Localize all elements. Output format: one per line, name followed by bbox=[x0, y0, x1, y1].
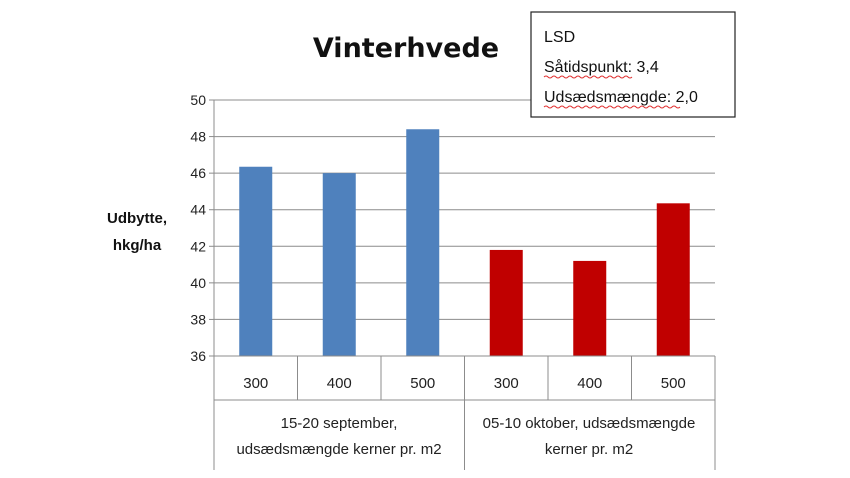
group-label-1-line1: 15-20 september, bbox=[281, 415, 398, 432]
y-tick-label: 50 bbox=[190, 92, 206, 108]
bar-5 bbox=[573, 260, 607, 356]
y-tick-label: 42 bbox=[190, 238, 206, 254]
bar-2 bbox=[322, 173, 356, 356]
category-labels: 300 400 500 300 400 500 bbox=[243, 375, 686, 392]
group-label-1-line2: udsædsmængde kerner pr. m2 bbox=[236, 441, 441, 458]
spellcheck-squiggle-1 bbox=[543, 75, 633, 79]
category-label: 400 bbox=[577, 375, 602, 392]
lsd-annotation: LSD Såtidspunkt: 3,4 Udsædsmængde: 2,0 bbox=[530, 11, 736, 118]
y-tick-label: 36 bbox=[190, 348, 206, 364]
bar-4 bbox=[489, 249, 523, 356]
lsd-box bbox=[530, 11, 736, 118]
spellcheck-squiggle-2 bbox=[543, 105, 681, 109]
category-label: 300 bbox=[243, 375, 268, 392]
lsd-line-saatidspunkt: Såtidspunkt: 3,4 bbox=[544, 58, 659, 76]
x-axis bbox=[213, 355, 716, 470]
category-label: 500 bbox=[661, 375, 686, 392]
lsd-title: LSD bbox=[544, 29, 575, 46]
bars bbox=[239, 129, 690, 356]
y-axis-ticks: 36 38 40 42 44 46 48 50 bbox=[190, 92, 215, 364]
y-axis-label-line2: hkg/ha bbox=[113, 237, 162, 254]
y-axis-label-line1: Udbytte, bbox=[107, 210, 167, 227]
category-label: 300 bbox=[494, 375, 519, 392]
chart-title: Vinterhvede bbox=[313, 33, 499, 64]
y-tick-label: 48 bbox=[190, 129, 206, 145]
y-tick-label: 38 bbox=[190, 311, 206, 327]
y-tick-label: 44 bbox=[190, 202, 206, 218]
bar-1 bbox=[239, 166, 273, 356]
grid bbox=[214, 99, 715, 357]
bar-6 bbox=[656, 203, 690, 356]
category-label: 400 bbox=[327, 375, 352, 392]
group-label-2-line1: 05-10 oktober, udsædsmængde bbox=[483, 415, 696, 432]
bar-3 bbox=[406, 129, 440, 356]
y-tick-label: 40 bbox=[190, 275, 206, 291]
y-tick-label: 46 bbox=[190, 165, 206, 181]
category-label: 500 bbox=[410, 375, 435, 392]
group-label-2-line2: kerner pr. m2 bbox=[545, 441, 633, 458]
lsd-line-udsaedsmaengde: Udsædsmængde: 2,0 bbox=[544, 89, 698, 106]
